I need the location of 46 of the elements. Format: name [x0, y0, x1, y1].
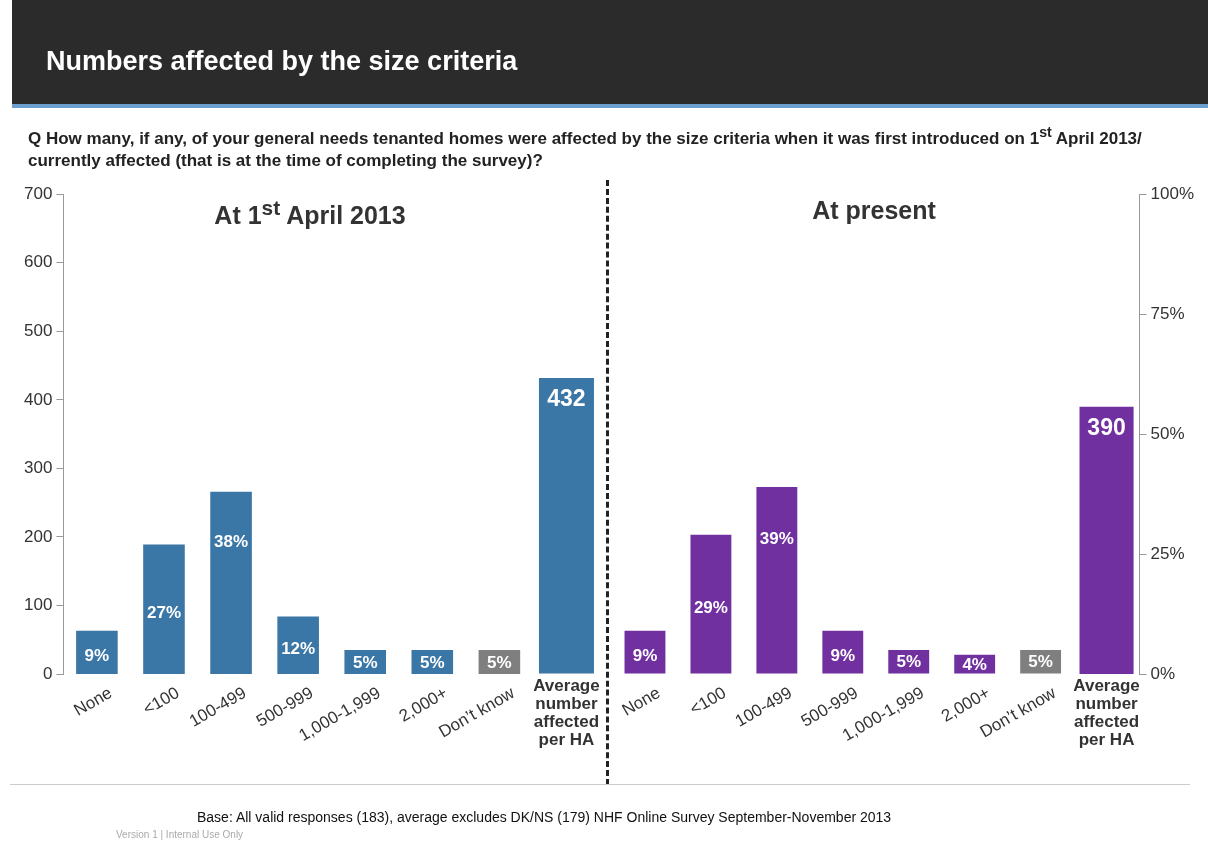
- data-label: 9%: [830, 645, 856, 665]
- x-tick-label: Average number affected per HA: [533, 676, 600, 750]
- data-label: 5%: [1028, 652, 1053, 672]
- data-label: 432: [547, 385, 586, 412]
- y2-tick-label: 100%: [1150, 183, 1194, 203]
- text: Base: All valid responses (183), average excludes DK/NS (179) NHF Online Survey September-November 2013: [197, 809, 892, 825]
- data-label: 390: [1087, 414, 1126, 441]
- bar: [690, 534, 732, 674]
- x-tick-label: None: [618, 683, 664, 720]
- bar: [756, 486, 798, 674]
- y-tick-label: 0: [42, 663, 53, 683]
- data-label: 5%: [896, 652, 922, 672]
- data-label: 4%: [962, 654, 987, 674]
- bar: [143, 544, 185, 674]
- x-tick-label: None: [70, 683, 116, 720]
- bar: [210, 491, 252, 674]
- data-label: 29%: [693, 597, 728, 617]
- bar: [277, 616, 319, 674]
- y-tick-label: 400: [23, 389, 53, 409]
- data-label: 38%: [214, 532, 249, 552]
- y2-tick-label: 0%: [1150, 663, 1176, 683]
- y-tick-label: 600: [23, 252, 53, 272]
- text: Numbers affected by the size criteria: [46, 46, 518, 77]
- chart-title: At present: [811, 196, 937, 225]
- data-label: 5%: [352, 652, 378, 672]
- y-tick-label: 300: [23, 458, 53, 478]
- y-tick-label: 500: [23, 320, 53, 340]
- data-label: 12%: [281, 638, 316, 658]
- data-label: 9%: [632, 645, 658, 665]
- y2-tick-label: 50%: [1150, 423, 1185, 443]
- chart-title: At 1$^{st}$ April 2013: [214, 196, 406, 230]
- data-label: 9%: [84, 646, 110, 666]
- y-tick-label: 700: [23, 183, 53, 203]
- data-label: 39%: [759, 528, 794, 548]
- text: Q How many, if any, of your general needs tenanted homes were affected by the size criteria when it was first introduced on 1$^{st}$ April 2013/ currently affected (that is at the time of completing the survey)?: [28, 124, 1142, 170]
- y-tick-label: 200: [23, 526, 53, 546]
- x-tick-label: <100: [686, 683, 730, 719]
- y2-tick-label: 25%: [1150, 543, 1185, 563]
- data-label: 5%: [420, 652, 445, 672]
- data-label: 5%: [487, 652, 512, 672]
- x-tick-label: Average number affected per HA: [1073, 676, 1140, 750]
- text: Version 1 | Internal Use Only: [116, 829, 244, 840]
- x-tick-label: <100: [139, 683, 183, 719]
- y-tick-label: 100: [23, 595, 53, 615]
- y2-tick-label: 75%: [1150, 303, 1185, 323]
- data-label: 27%: [146, 602, 181, 622]
